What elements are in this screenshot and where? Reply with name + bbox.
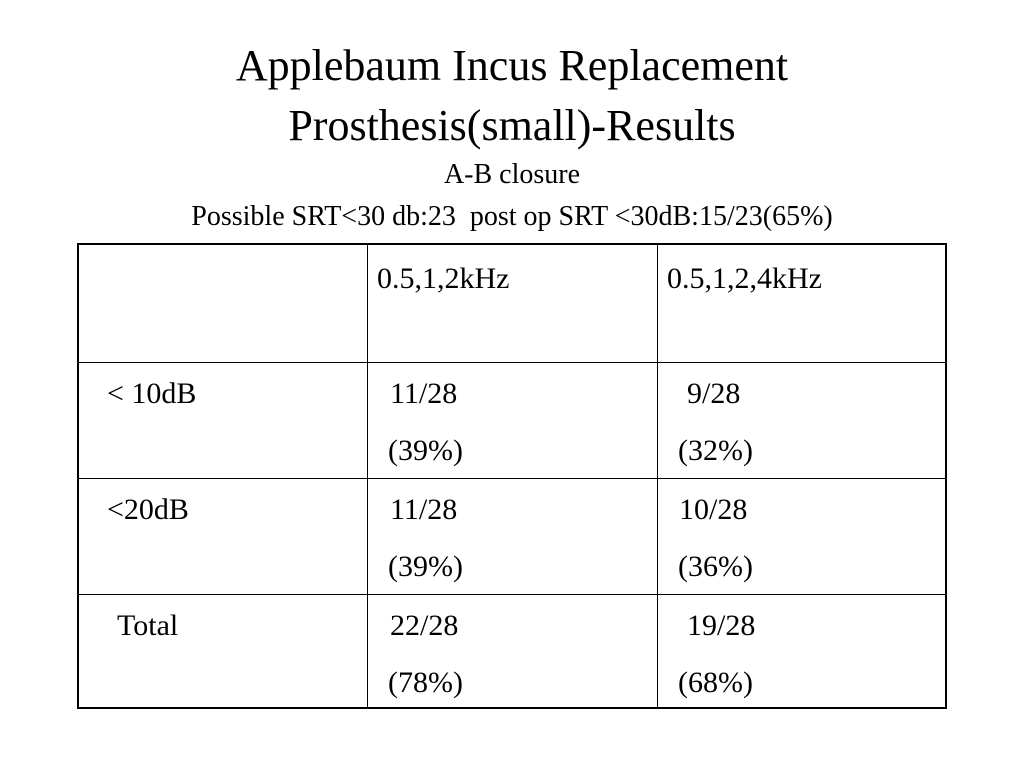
title-line: Prosthesis(small)-Results	[288, 101, 736, 150]
cell-text: (36%)	[678, 550, 753, 583]
cell-text: 10/28	[679, 493, 748, 526]
subtitle-line: Possible SRT<30 db:23 post op SRT <30dB:…	[191, 201, 833, 232]
column-divider	[657, 245, 658, 707]
row-label: <20dB	[107, 493, 189, 526]
cell-text: (68%)	[678, 666, 753, 699]
cell-text: (32%)	[678, 434, 753, 467]
cell-text: (78%)	[388, 666, 463, 699]
column-header: 0.5,1,2,4kHz	[667, 262, 822, 295]
cell-text: 11/28	[390, 493, 458, 526]
row-divider	[79, 594, 945, 595]
row-divider	[79, 478, 945, 479]
row-divider	[79, 362, 945, 363]
column-header: 0.5,1,2kHz	[377, 262, 510, 295]
cell-text: 9/28	[687, 377, 741, 410]
row-label: Total	[117, 609, 179, 642]
title-line: Applebaum Incus Replacement	[235, 41, 789, 90]
column-divider	[367, 245, 368, 707]
cell-text: 19/28	[687, 609, 756, 642]
cell-text: (39%)	[388, 434, 463, 467]
cell-text: 11/28	[390, 377, 458, 410]
results-table: 0.5,1,2kHz 0.5,1,2,4kHz < 10dB 11/28 (39%) 9/…	[77, 243, 947, 709]
subtitle-line: A-B closure	[443, 159, 581, 190]
row-label: < 10dB	[107, 377, 197, 410]
cell-text: 22/28	[390, 609, 459, 642]
cell-text: (39%)	[388, 550, 463, 583]
